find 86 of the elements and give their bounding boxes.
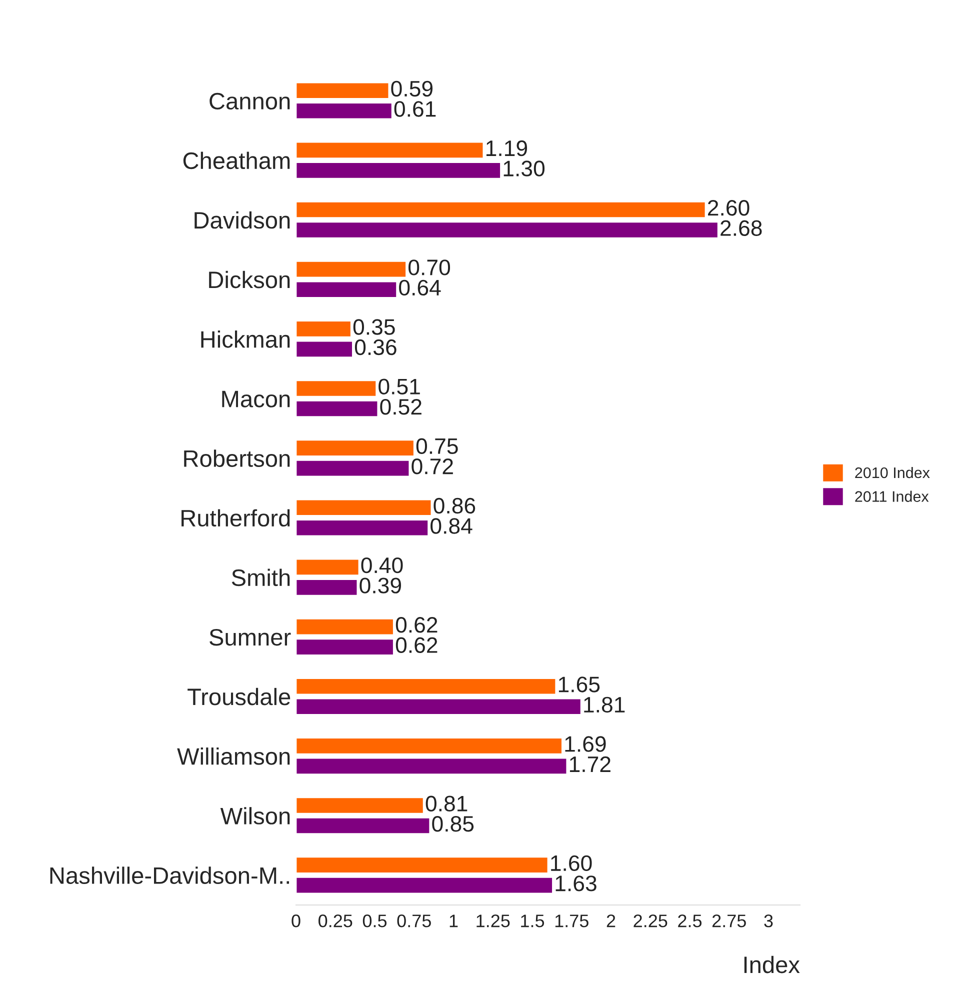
data-label: 0.39 bbox=[360, 578, 402, 594]
data-label: 0.85 bbox=[432, 816, 474, 832]
data-label: 1.72 bbox=[570, 756, 610, 772]
bar bbox=[296, 876, 554, 894]
x-axis-title: Index bbox=[744, 956, 800, 974]
data-label: 2.68 bbox=[720, 220, 762, 236]
y-tick-label: Hickman bbox=[201, 330, 290, 348]
y-tick-label: Davidson bbox=[194, 211, 290, 229]
data-label: 0.81 bbox=[426, 796, 468, 812]
bar bbox=[296, 519, 429, 537]
bar bbox=[296, 638, 394, 656]
data-label: 1.60 bbox=[551, 855, 592, 872]
y-tick-label: Smith bbox=[232, 568, 290, 586]
bar bbox=[296, 380, 378, 398]
data-label: 0.84 bbox=[430, 518, 472, 534]
y-tick-label: Sumner bbox=[210, 628, 291, 646]
bar bbox=[296, 698, 582, 716]
bar bbox=[296, 340, 354, 358]
x-tick-label: 0.25 bbox=[318, 914, 352, 928]
legend-label: 2011 Index bbox=[855, 490, 929, 502]
x-tick-label: 1 bbox=[450, 914, 458, 928]
data-label: 0.75 bbox=[416, 438, 458, 454]
data-label: 0.62 bbox=[396, 637, 438, 654]
x-tick-label: 0.75 bbox=[397, 914, 431, 928]
data-label: 0.40 bbox=[361, 557, 403, 574]
bar bbox=[296, 856, 549, 874]
y-tick-label: Robertson bbox=[184, 450, 290, 467]
y-tick-label: Cannon bbox=[210, 92, 290, 110]
bar bbox=[296, 737, 563, 755]
data-label: 1.30 bbox=[504, 160, 545, 176]
data-label: 0.86 bbox=[434, 498, 476, 514]
bar bbox=[296, 498, 432, 516]
y-tick-label: Nashville-Davidson-M.. bbox=[50, 866, 289, 884]
bar bbox=[296, 439, 415, 457]
data-label: 0.36 bbox=[354, 339, 396, 356]
y-tick-label: Wilson bbox=[220, 807, 290, 824]
x-tick-label: 3 bbox=[764, 914, 773, 928]
data-label: 1.81 bbox=[584, 696, 625, 713]
bar bbox=[296, 816, 431, 835]
bar bbox=[296, 221, 719, 239]
legend-label: 2010 Index bbox=[855, 466, 930, 478]
bar bbox=[296, 280, 398, 298]
data-label: 0.61 bbox=[394, 101, 436, 117]
x-tick-label: 0 bbox=[292, 914, 300, 928]
y-tick-label: Macon bbox=[222, 390, 290, 408]
data-label: 0.52 bbox=[380, 398, 422, 415]
x-tick-label: 2.5 bbox=[678, 914, 702, 928]
y-tick-label: Williamson bbox=[177, 748, 290, 765]
data-label: 2.60 bbox=[708, 200, 750, 216]
data-label: 0.70 bbox=[408, 260, 450, 276]
bar bbox=[296, 558, 360, 576]
bar bbox=[296, 757, 568, 775]
data-label: 0.59 bbox=[391, 80, 433, 97]
data-label: 0.35 bbox=[353, 319, 395, 335]
bar bbox=[296, 82, 390, 100]
data-label: 1.69 bbox=[565, 736, 606, 752]
y-tick-label: Dickson bbox=[209, 270, 290, 288]
y-tick-label: Cheatham bbox=[183, 152, 290, 170]
y-tick-label: Rutherford bbox=[182, 509, 290, 527]
bar bbox=[296, 260, 407, 278]
bar bbox=[296, 400, 379, 418]
bar bbox=[296, 162, 502, 180]
x-tick-label: 2.25 bbox=[634, 914, 668, 928]
x-tick-label: 1.5 bbox=[521, 914, 544, 928]
data-label: 1.65 bbox=[558, 676, 600, 692]
data-label: 0.72 bbox=[412, 458, 453, 474]
x-tick-label: 1.25 bbox=[476, 914, 510, 928]
x-tick-label: 2 bbox=[606, 914, 616, 928]
data-label: 0.64 bbox=[399, 280, 441, 296]
bar bbox=[296, 796, 424, 814]
bar bbox=[296, 578, 358, 596]
data-label: 1.63 bbox=[556, 876, 596, 892]
bar bbox=[296, 102, 393, 120]
data-label: 0.62 bbox=[396, 617, 438, 633]
y-tick-label: Trousdale bbox=[188, 688, 290, 706]
x-tick-label: 2.75 bbox=[712, 914, 746, 928]
bar bbox=[296, 678, 557, 696]
data-label: 1.19 bbox=[486, 140, 528, 156]
bar bbox=[296, 320, 352, 338]
bar bbox=[296, 200, 706, 219]
bar bbox=[296, 618, 394, 636]
x-tick-label: 1.75 bbox=[555, 914, 588, 928]
bar bbox=[296, 460, 410, 478]
x-tick-label: 0.5 bbox=[362, 914, 387, 928]
bar bbox=[296, 141, 484, 159]
data-label: 0.51 bbox=[378, 378, 420, 394]
